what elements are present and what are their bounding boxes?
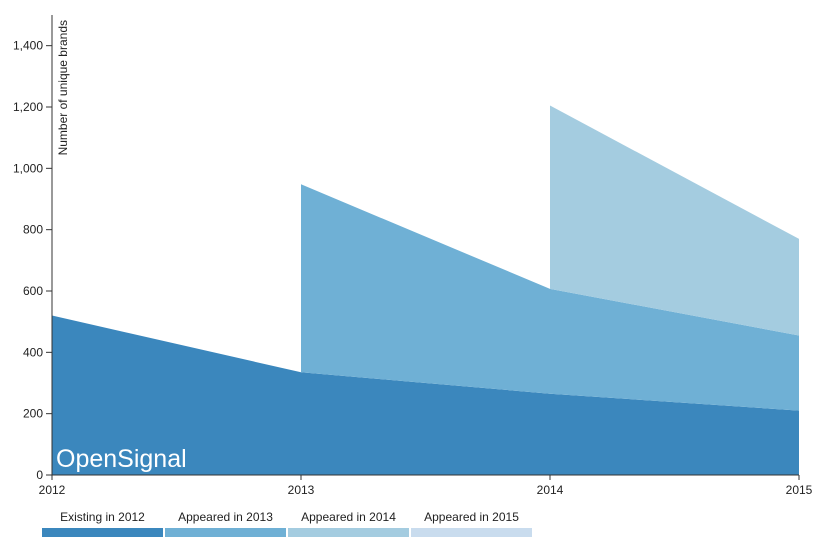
legend-swatch — [165, 528, 286, 537]
opensignal-logo: OpenSignal — [56, 445, 187, 473]
legend-swatch — [42, 528, 163, 537]
legend-label: Appeared in 2015 — [424, 510, 519, 524]
legend-label: Appeared in 2013 — [178, 510, 273, 524]
areas-layer — [52, 105, 799, 475]
legend: Existing in 2012 Appeared in 2013 Appeared… — [42, 510, 532, 537]
axes-layer: 0 200 400 600 800 1,000 1,200 1,400 2012 2013 2014… — [13, 15, 813, 497]
legend-swatch — [288, 528, 409, 537]
y-tick-label: 1,000 — [13, 161, 43, 175]
x-tick-label: 2012 — [39, 483, 66, 497]
x-tick-label: 2013 — [288, 483, 315, 497]
x-tick-label: 2014 — [537, 483, 564, 497]
y-tick-label: 1,200 — [13, 100, 43, 114]
y-tick-label: 0 — [36, 468, 43, 482]
legend-label: Appeared in 2014 — [301, 510, 396, 524]
x-tick-label: 2015 — [786, 483, 813, 497]
y-tick-label: 600 — [23, 284, 43, 298]
y-tick-label: 1,400 — [13, 39, 43, 53]
y-tick-label: 400 — [23, 345, 43, 359]
y-tick-label: 800 — [23, 223, 43, 237]
watermark: OpenSignal — [56, 445, 187, 473]
area-existing-in-2012 — [52, 315, 799, 475]
area-appeared-in-2014 — [550, 105, 799, 336]
legend-swatch — [411, 528, 532, 537]
y-axis-title: Number of unique brands — [56, 20, 70, 155]
y-tick-label: 200 — [23, 407, 43, 421]
legend-label: Existing in 2012 — [60, 510, 145, 524]
area-appeared-in-2013 — [301, 184, 799, 411]
